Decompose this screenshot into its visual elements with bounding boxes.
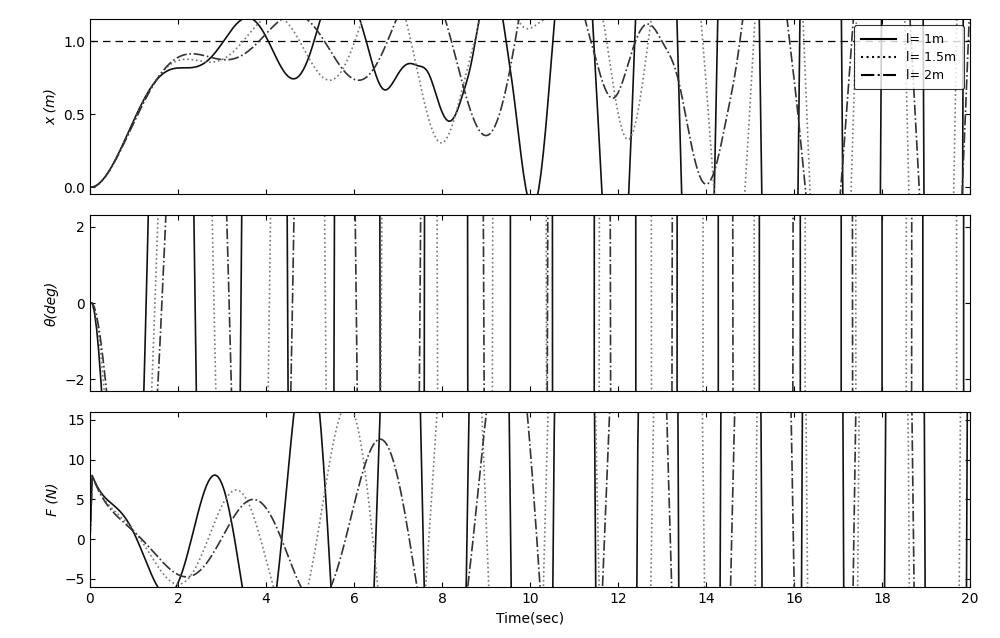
l= 2m: [645, 21, 657, 29]
l= 1.5m: [526, 24, 538, 31]
l= 1m: [84, 183, 96, 191]
l= 1.5m: [198, 58, 210, 66]
l= 1m: [198, 59, 210, 67]
Y-axis label: F (N): F (N): [45, 482, 59, 516]
l= 2m: [84, 183, 96, 191]
l= 1m: [401, 61, 413, 68]
l= 1.5m: [401, 20, 413, 27]
Legend: l= 1m, l= 1.5m, l= 2m: l= 1m, l= 1.5m, l= 2m: [854, 26, 964, 89]
l= 1m: [526, 204, 538, 212]
X-axis label: Time(sec): Time(sec): [496, 611, 564, 625]
Y-axis label: θ(deg): θ(deg): [45, 281, 59, 325]
Line: l= 1m: l= 1m: [90, 0, 970, 638]
Y-axis label: x (m): x (m): [44, 88, 58, 125]
l= 2m: [935, 454, 947, 462]
l= 2m: [729, 73, 741, 80]
Line: l= 1.5m: l= 1.5m: [90, 0, 970, 638]
l= 1.5m: [729, 296, 741, 304]
l= 2m: [964, 0, 976, 3]
l= 1.5m: [645, 18, 657, 26]
l= 1.5m: [84, 183, 96, 191]
Line: l= 2m: l= 2m: [90, 0, 970, 458]
l= 2m: [198, 52, 210, 59]
